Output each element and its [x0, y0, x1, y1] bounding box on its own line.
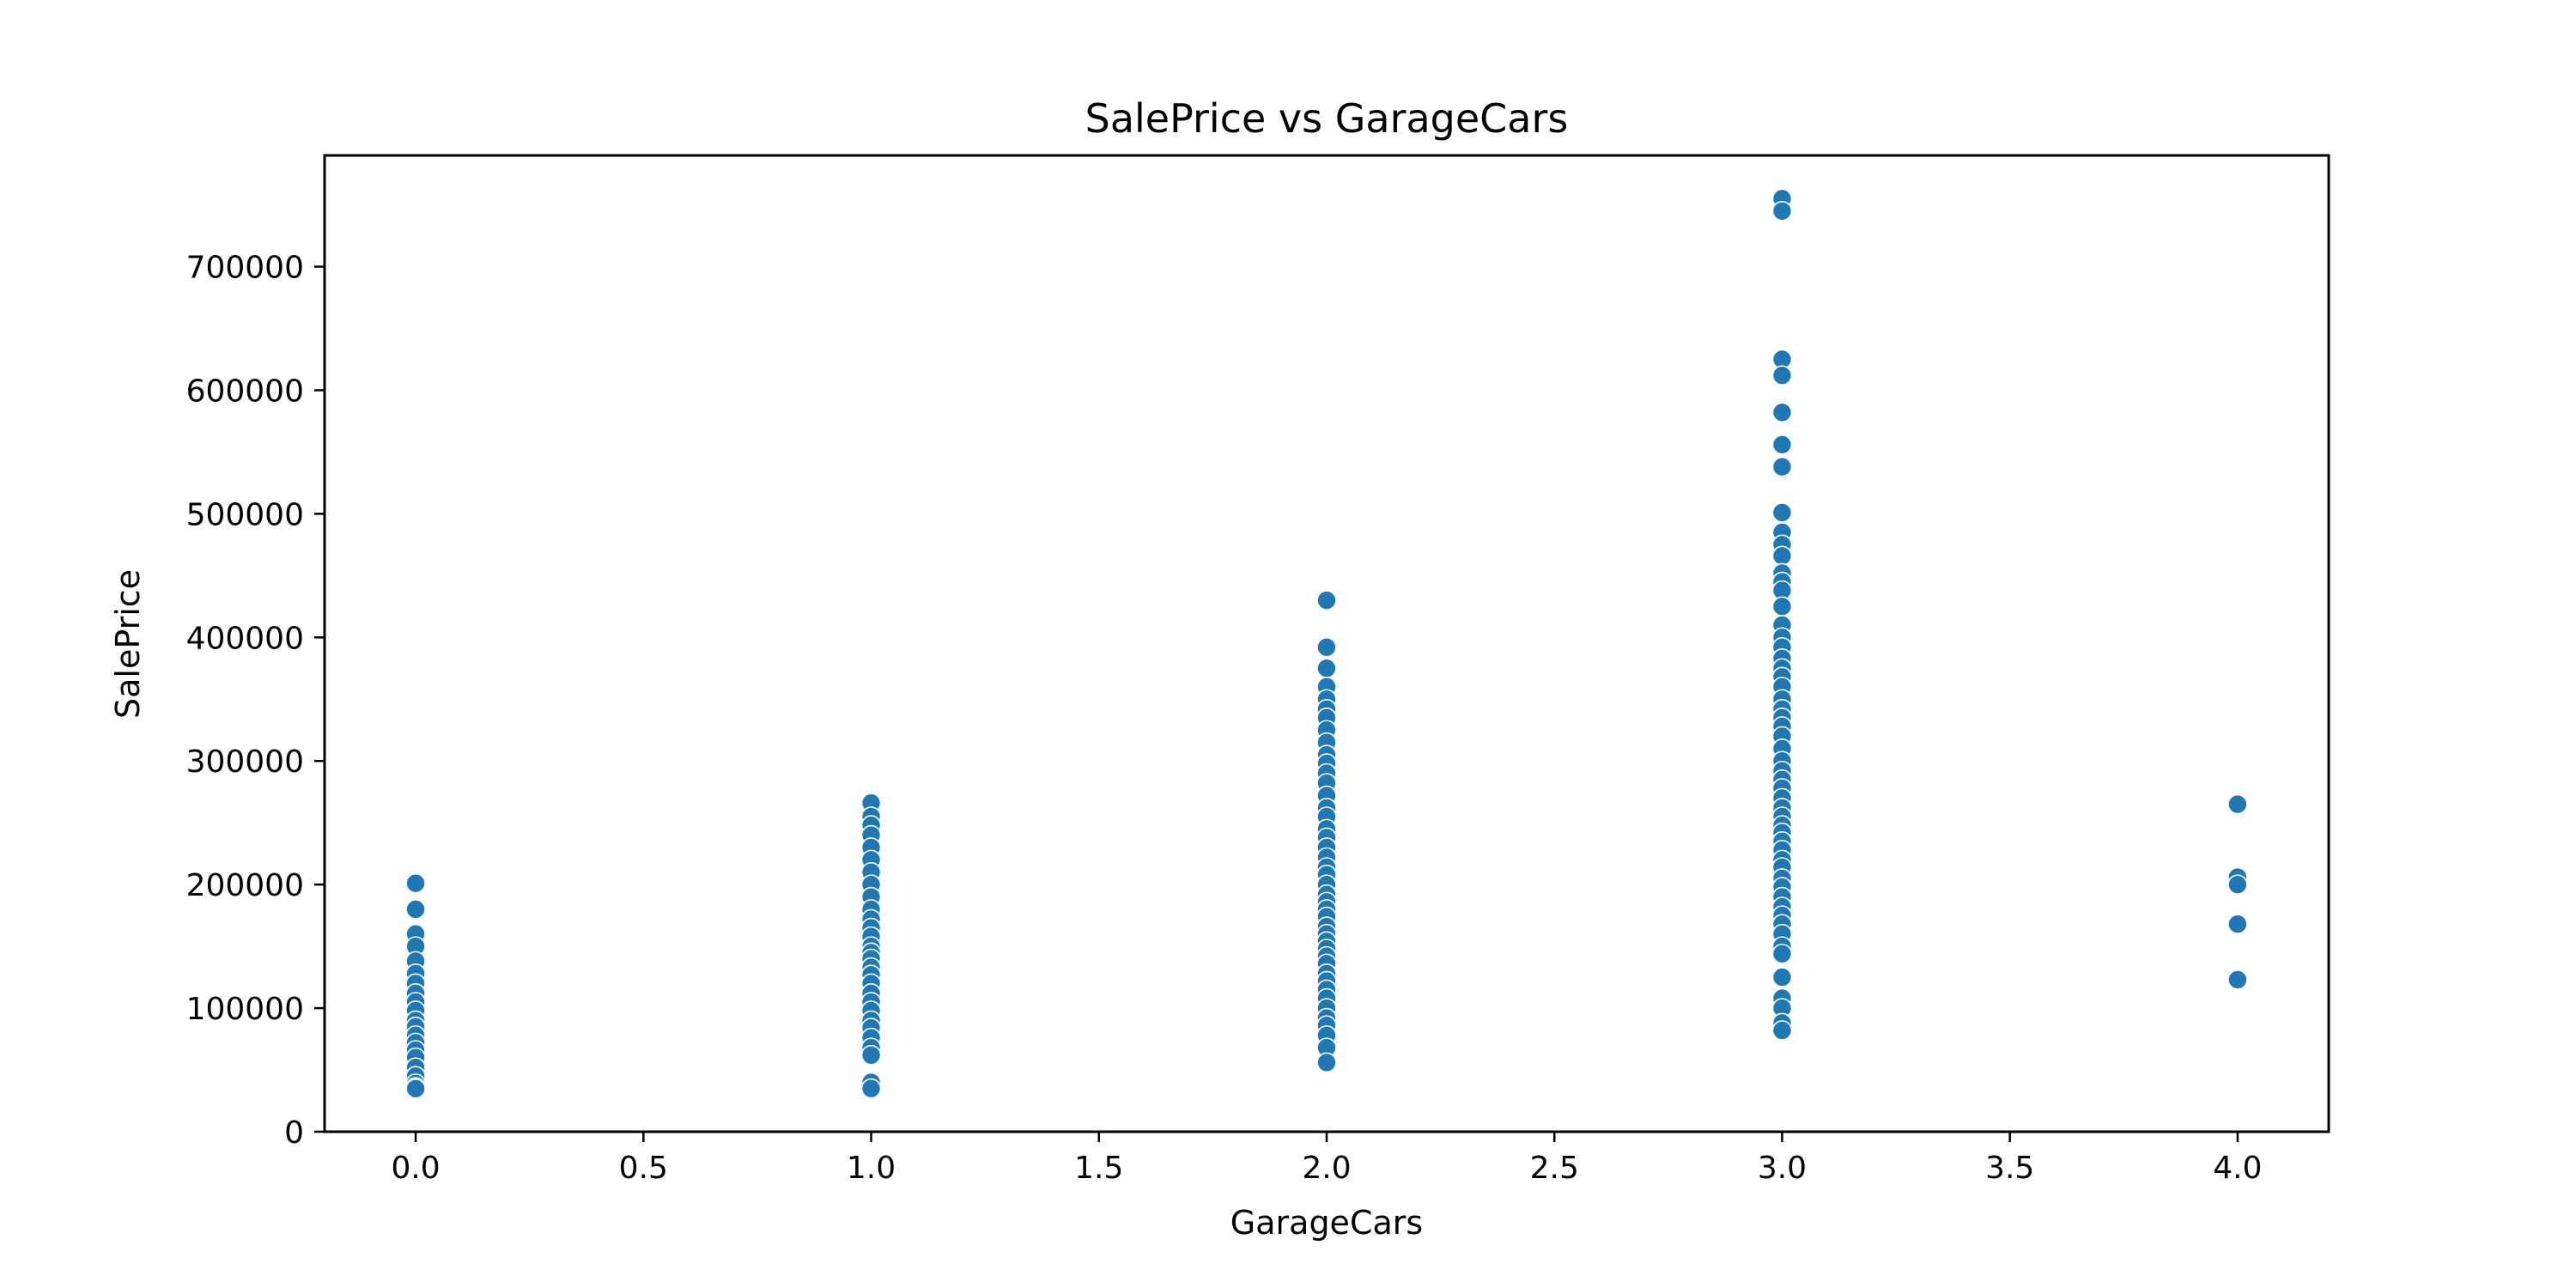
scatter-point	[2227, 874, 2248, 895]
x-tick-label: 1.0	[847, 1151, 896, 1186]
scatter-point	[1316, 590, 1337, 611]
scatter-point	[1771, 402, 1793, 423]
x-tick-label: 1.5	[1074, 1151, 1123, 1186]
scatter-point	[1771, 1020, 1793, 1041]
scatter-point	[1771, 434, 1793, 455]
x-tick-label: 4.0	[2213, 1151, 2262, 1186]
chart-title: SalePrice vs GarageCars	[1085, 95, 1569, 142]
y-axis-ticks: 0 100000 200000 300000 400000 500000 600000 700…	[186, 251, 325, 1151]
y-axis-label: SalePrice	[109, 569, 147, 719]
scatter-point	[860, 1044, 882, 1066]
y-tick-label: 100000	[186, 992, 304, 1027]
x-tick-label: 2.5	[1530, 1151, 1579, 1186]
scatter-point	[1316, 1052, 1337, 1073]
scatter-point	[1316, 658, 1337, 679]
scatter-point	[1771, 967, 1793, 987]
scatter-point	[405, 899, 426, 920]
scatter-point	[1771, 545, 1793, 567]
scatter-point	[405, 872, 426, 894]
x-axis-ticks: 0.0 0.5 1.0 1.5 2.0 2.5 3.0 3.5 4.0	[391, 1132, 2263, 1186]
y-tick-label: 200000	[186, 868, 304, 903]
y-tick-label: 700000	[186, 251, 304, 286]
y-tick-label: 300000	[186, 744, 304, 780]
x-axis-label: GarageCars	[1230, 1204, 1423, 1242]
y-tick-label: 0	[284, 1115, 304, 1151]
scatter-point	[1771, 365, 1793, 386]
x-tick-label: 2.0	[1302, 1151, 1351, 1186]
y-tick-label: 400000	[186, 621, 304, 656]
scatter-point	[1771, 943, 1793, 964]
scatter-point	[2227, 914, 2248, 935]
scatter-point	[1771, 502, 1793, 523]
scatter-point	[2227, 969, 2248, 990]
x-tick-label: 0.0	[391, 1151, 440, 1186]
scatter-points	[405, 188, 2248, 1099]
scatter-point	[2227, 793, 2248, 815]
scatter-point	[1771, 596, 1793, 617]
scatter-point	[860, 1078, 882, 1099]
scatter-point	[405, 1078, 426, 1099]
y-tick-label: 600000	[186, 374, 304, 409]
scatter-point	[1316, 637, 1337, 658]
x-tick-label: 3.5	[1985, 1151, 2034, 1186]
scatter-point	[1771, 200, 1793, 222]
scatter-point	[1771, 456, 1793, 477]
x-tick-label: 3.0	[1758, 1151, 1807, 1186]
y-tick-label: 500000	[186, 497, 304, 532]
x-tick-label: 0.5	[619, 1151, 668, 1186]
